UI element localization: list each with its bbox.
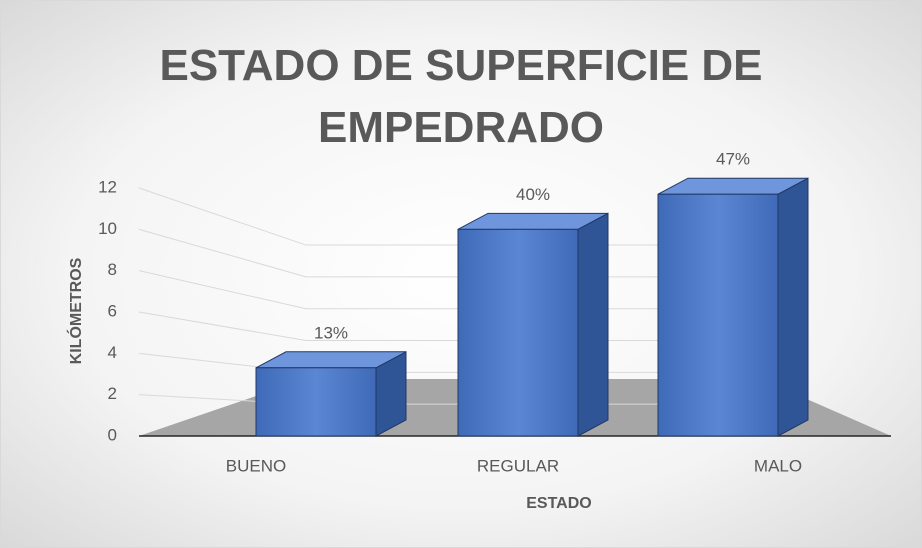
x-tick-label: MALO [754,456,802,475]
y-tick-label: 2 [108,384,117,403]
bar-front [657,193,779,437]
grid-line [138,270,761,310]
grid-line [138,228,761,278]
data-label: 13% [314,323,348,342]
y-tick-label: 4 [108,343,117,362]
bar [657,177,809,437]
x-tick-label: REGULAR [477,456,559,475]
y-axis-label: KILÓMETROS [66,257,85,364]
y-tick-label: 0 [108,425,117,444]
x-tick-label: BUENO [226,456,286,475]
grid-line [138,311,761,342]
bar [255,350,407,437]
bar-side [777,177,809,437]
bar-side [577,212,609,437]
bar-front [255,367,377,437]
y-tick-label: 10 [98,219,117,238]
y-tick-label: 12 [98,177,117,196]
x-axis-label: ESTADO [526,495,591,512]
data-label: 47% [716,150,750,169]
bar-front [457,228,579,437]
chart-title: ESTADO DE SUPERFICIE DE EMPEDRADO [159,41,763,152]
grid-line [138,187,761,246]
bar [457,212,609,437]
y-tick-label: 6 [108,301,117,320]
data-label: 40% [516,185,550,204]
y-tick-label: 8 [108,260,117,279]
